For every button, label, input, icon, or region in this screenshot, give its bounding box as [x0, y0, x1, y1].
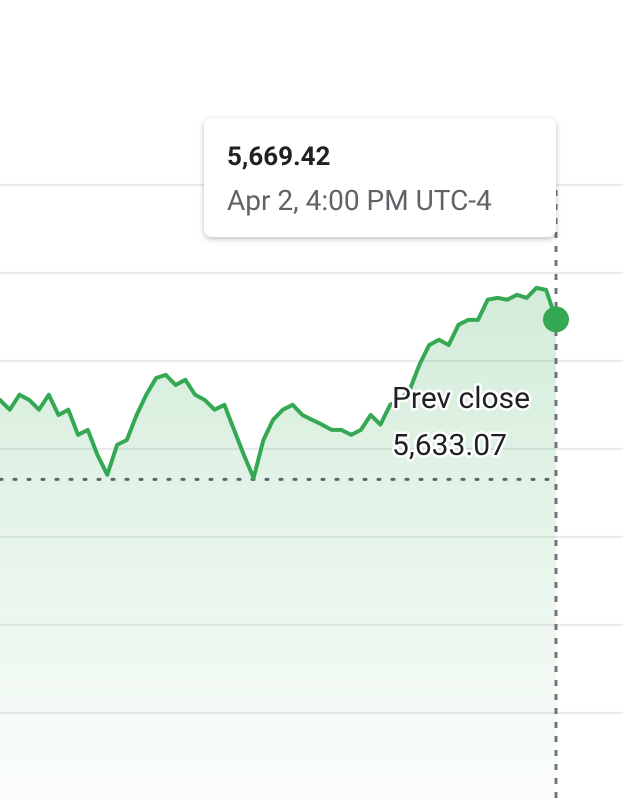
- tooltip: 5,669.42 Apr 2, 4:00 PM UTC-4: [204, 118, 556, 237]
- tooltip-box: [204, 118, 556, 237]
- line: [0, 285, 558, 480]
- tooltip-value: 5,669.42: [227, 142, 330, 172]
- hover-point: [543, 306, 569, 333]
- plot: [0, 190, 569, 800]
- area: [0, 287, 556, 800]
- prev-close-label: Prev close: [392, 381, 530, 416]
- tooltip-time: Apr 2, 4:00 PM UTC-4: [227, 184, 492, 217]
- prev-close-value: 5,633.07: [392, 428, 507, 463]
